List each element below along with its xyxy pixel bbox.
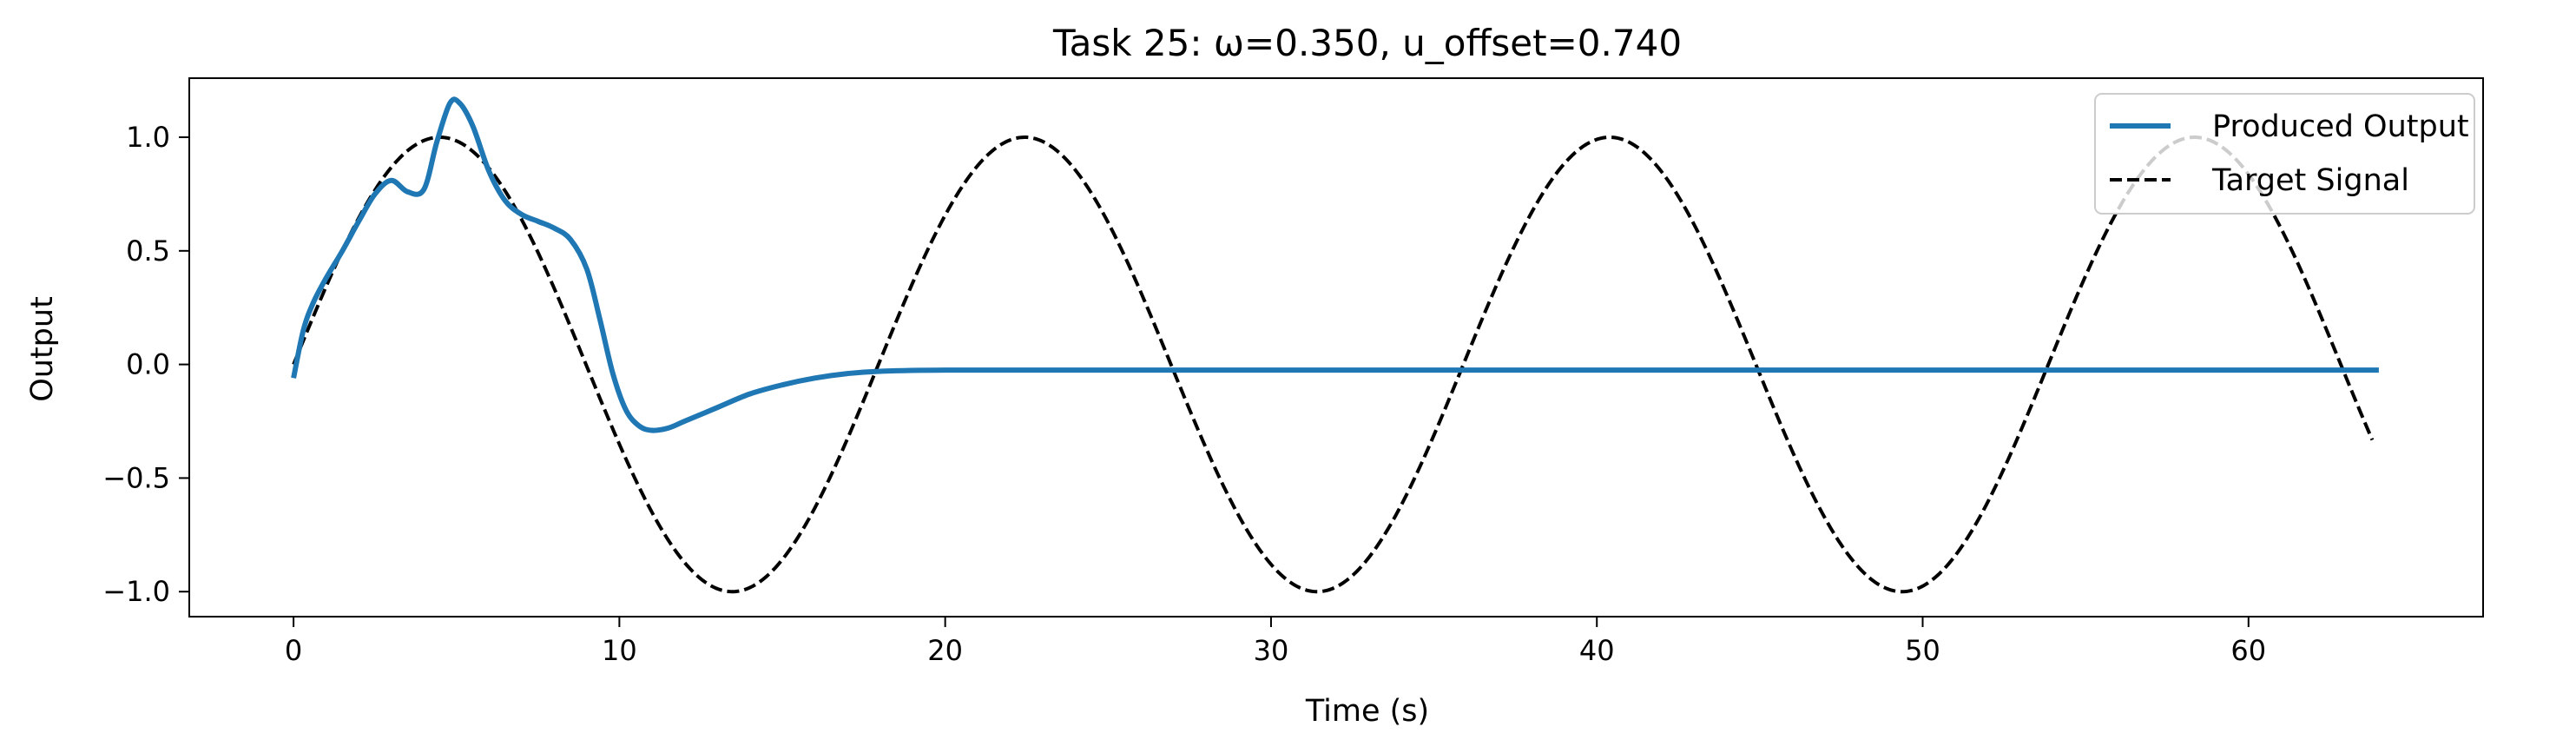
x-tick-label: 40 [1579,634,1615,667]
legend-box [2094,93,2475,215]
legend: Produced Output Target Signal [2094,93,2475,215]
x-tick-label: 50 [1905,634,1940,667]
series-target-signal [292,135,2375,594]
x-tick-label: 20 [927,634,963,667]
plot-frame [188,77,2484,618]
x-axis: 0 10 20 30 40 50 60 [285,617,2266,667]
y-tick-label: 1.0 [126,121,170,154]
y-tick-label: 0.5 [126,234,170,268]
x-tick-label: 30 [1254,634,1289,667]
legend-label-target-signal: Target Signal [2211,163,2409,198]
x-axis-label: Time (s) [1305,694,1429,729]
legend-label-produced-output: Produced Output [2212,109,2469,144]
y-tick-label: 0.0 [126,348,170,381]
x-tick-label: 10 [602,634,637,667]
series-produced-output [291,96,2379,433]
y-tick-label: −1.0 [102,575,170,608]
y-axis-label: Output [25,296,60,402]
y-axis: −1.0 −0.5 0.0 0.5 1.0 [102,121,189,608]
x-tick-label: 0 [285,634,302,667]
y-tick-label: −0.5 [102,461,170,494]
series-layer [291,96,2379,594]
chart-title: Task 25: ω=0.350, u_offset=0.740 [1052,22,1682,64]
plot-area [188,77,2484,618]
x-tick-label: 60 [2230,634,2266,667]
